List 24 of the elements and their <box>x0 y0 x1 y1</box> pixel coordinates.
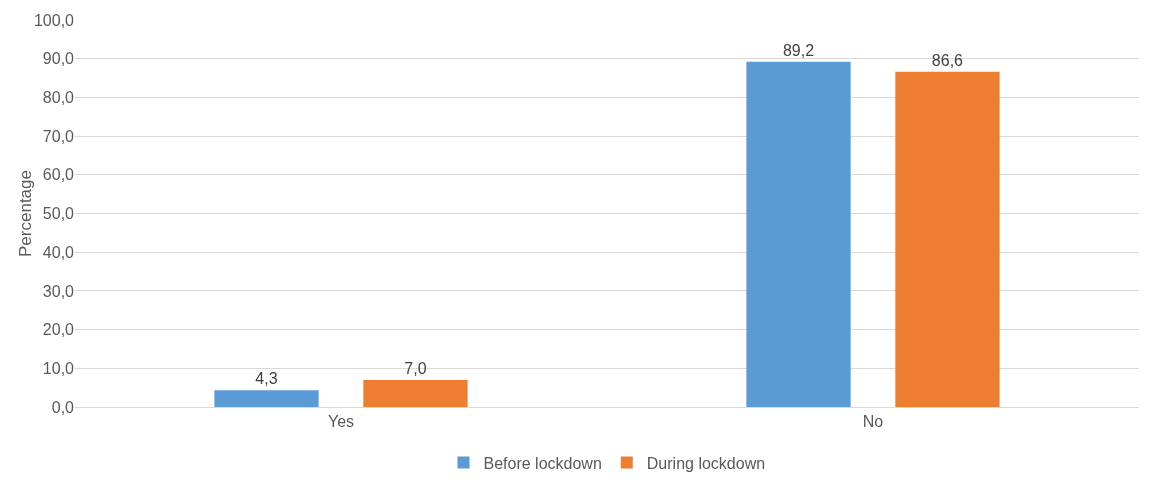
bar <box>363 379 468 407</box>
data-label: 4,3 <box>255 370 278 388</box>
y-tick-label: 40,0 <box>42 243 75 261</box>
y-tick-label: 90,0 <box>42 50 75 68</box>
bar <box>214 390 319 407</box>
y-tick-label: 50,0 <box>42 205 75 223</box>
y-tick-label: 0,0 <box>51 398 75 416</box>
y-tick-label: 60,0 <box>42 166 75 184</box>
x-tick-label: Yes <box>327 413 355 431</box>
legend-label: During lockdown <box>646 454 766 472</box>
y-tick-label: 100,0 <box>33 11 75 29</box>
y-tick-label: 10,0 <box>42 359 75 377</box>
y-axis-title: Percentage <box>16 170 35 257</box>
y-tick-label: 20,0 <box>42 321 75 339</box>
bar <box>746 61 851 407</box>
y-tick-label: 70,0 <box>42 127 75 145</box>
data-label: 86,6 <box>931 51 964 69</box>
y-tick-label: 30,0 <box>42 282 75 300</box>
y-tick-label: 80,0 <box>42 89 75 106</box>
data-label: 7,0 <box>404 359 427 377</box>
data-label: 89,2 <box>782 41 815 59</box>
bar <box>895 71 1000 407</box>
x-tick-label: No <box>862 413 884 431</box>
legend-label: Before lockdown <box>483 454 602 472</box>
